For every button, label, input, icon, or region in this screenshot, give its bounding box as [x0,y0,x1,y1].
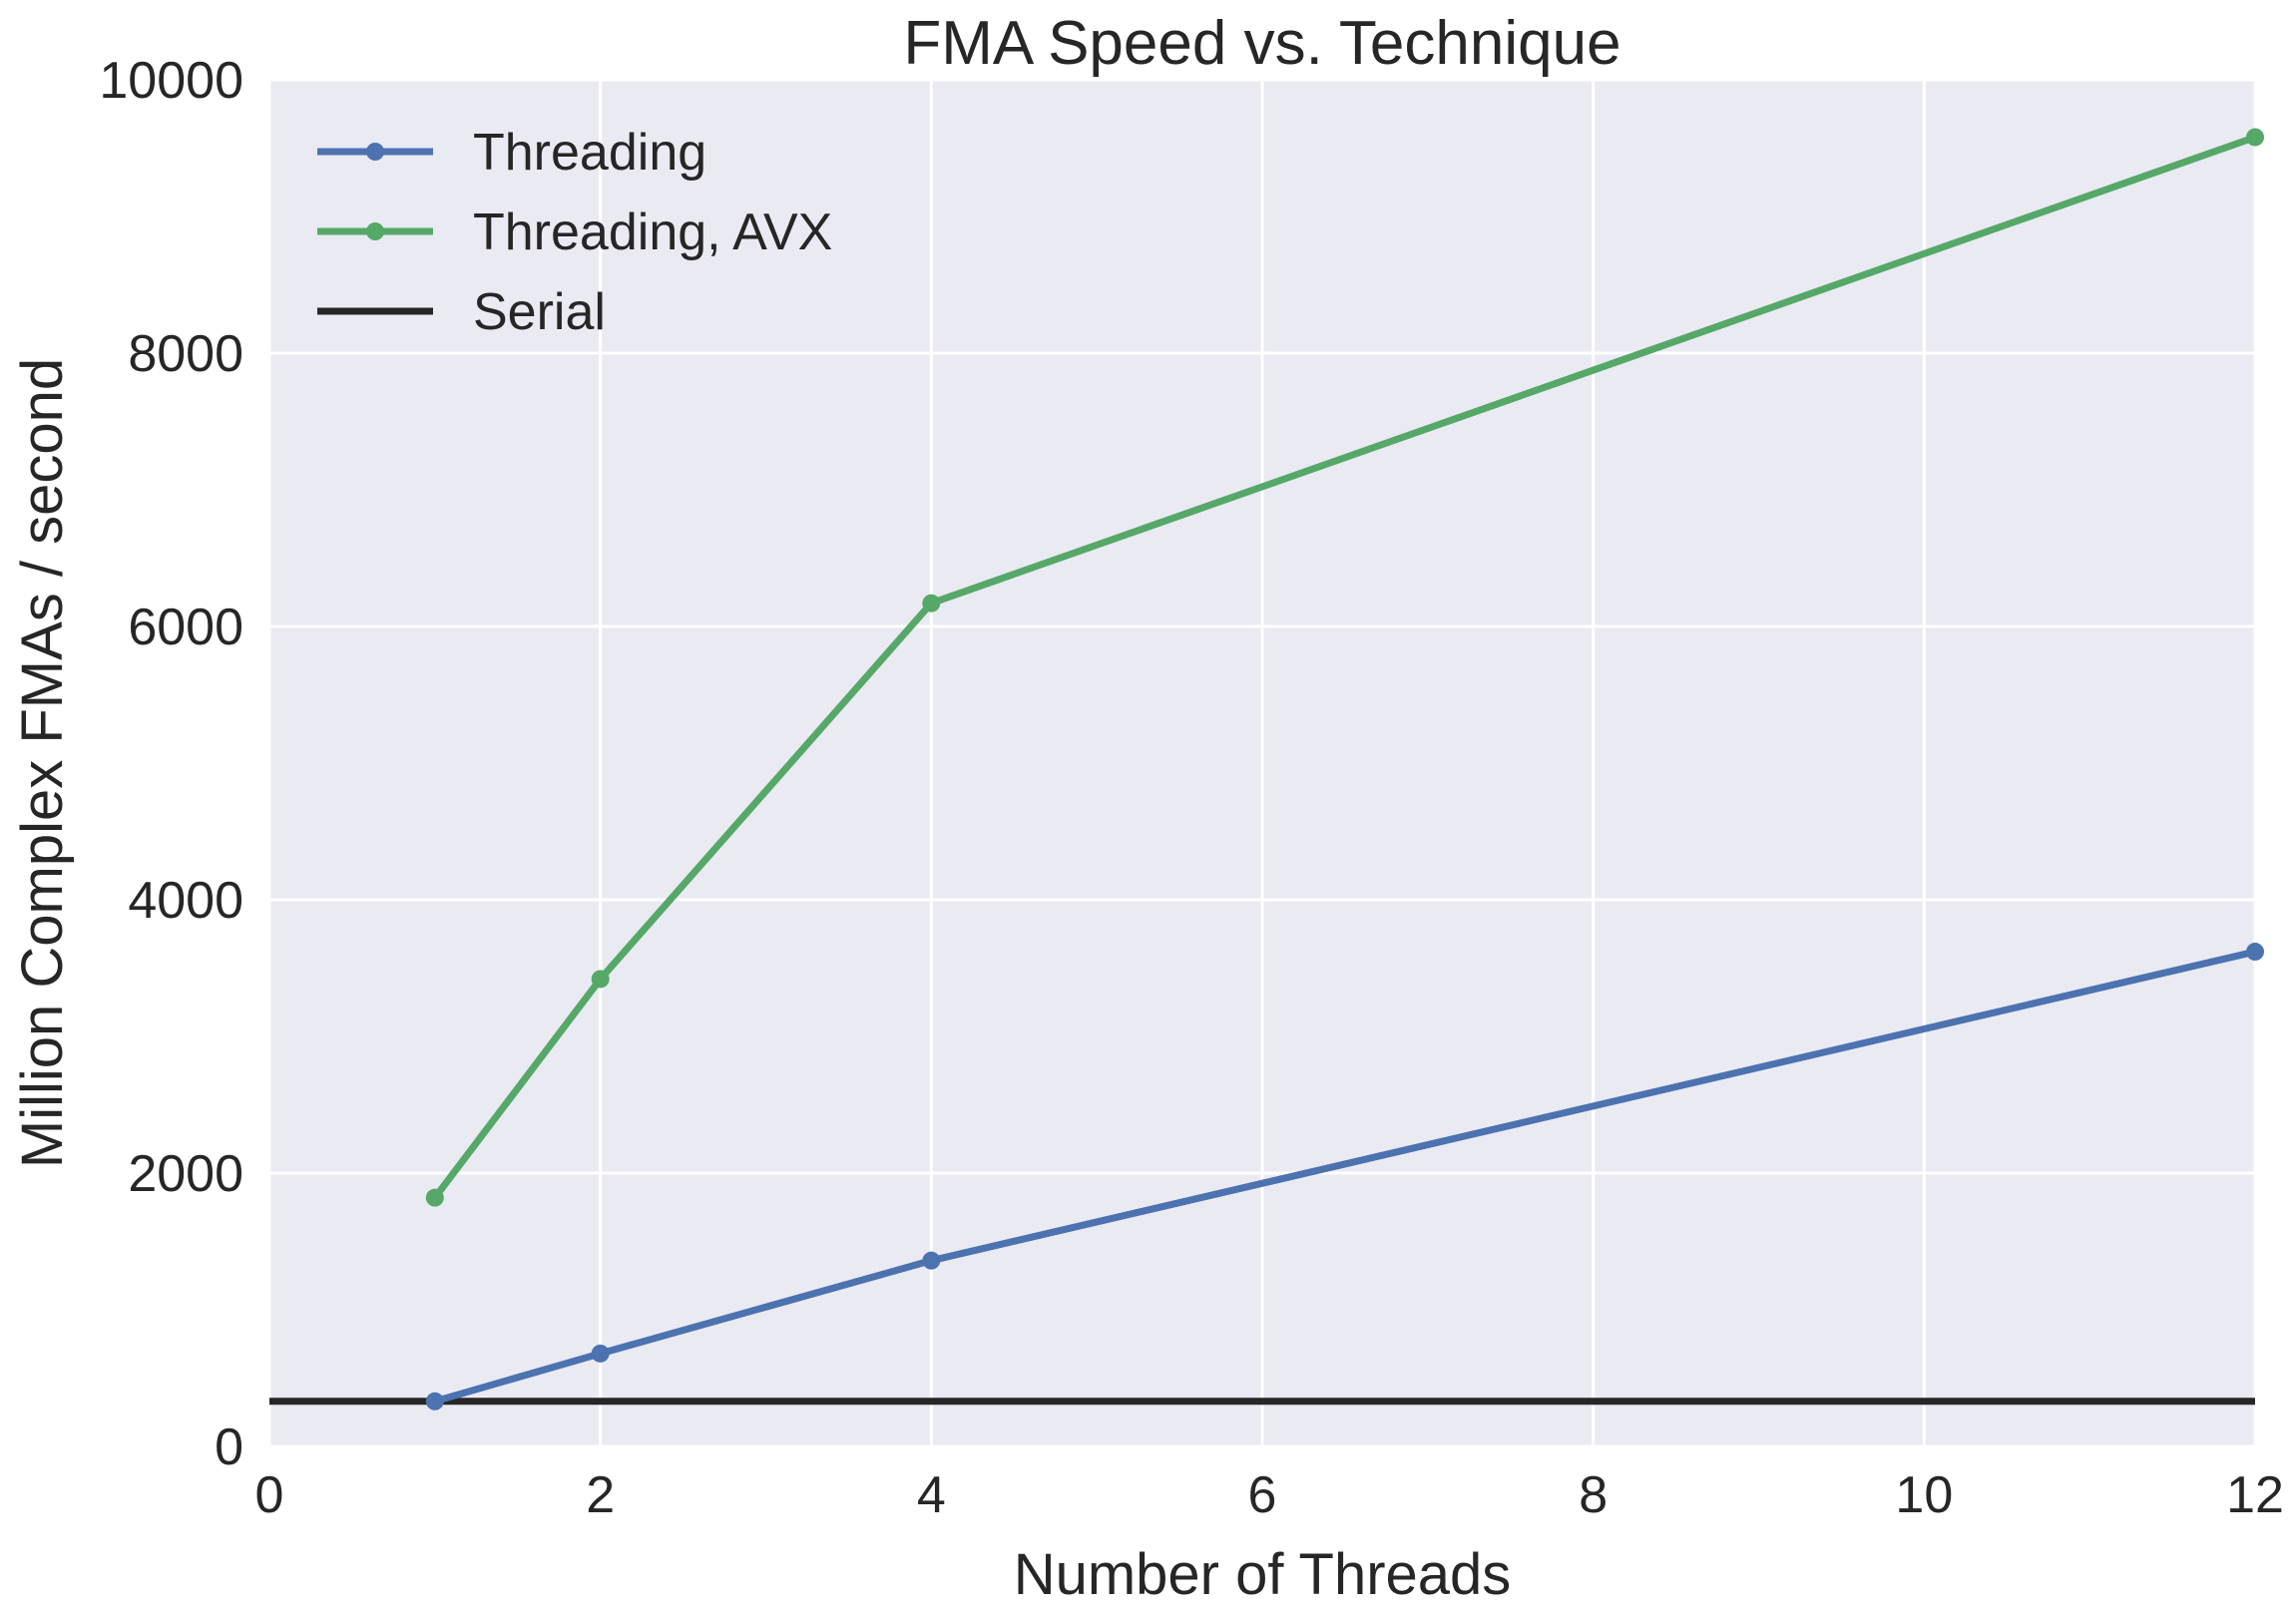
data-point-threading-avx [591,970,610,989]
x-tick-label: 6 [1248,1466,1277,1524]
legend: Threading Threading, AVX Serial [317,124,832,341]
x-tick-label: 2 [586,1466,615,1524]
series-threading [425,943,2264,1411]
data-point-threading [591,1344,610,1363]
legend-marker [366,143,384,161]
y-tick-label: 0 [215,1418,243,1476]
series-group [269,128,2264,1411]
series-line-threading [433,948,2256,1406]
x-tick-label: 10 [1895,1466,1953,1524]
y-tick-label: 8000 [128,325,243,383]
legend-entry-threading-avx: Threading, AVX [317,203,832,261]
data-point-threading-avx [922,594,941,612]
tick-labels: 0 2000 4000 6000 8000 10000 0 2 4 6 8 10 12 [99,52,2284,1524]
series-threading-avx [425,128,2264,1207]
y-tick-label: 4000 [128,872,243,930]
x-tick-label: 12 [2226,1466,2284,1524]
legend-entry-threading: Threading [317,124,706,182]
data-point-threading [922,1251,941,1270]
legend-entry-serial: Serial [317,283,606,341]
chart-title: FMA Speed vs. Technique [903,9,1620,78]
x-tick-label: 0 [255,1466,284,1524]
data-point-threading-avx [2246,128,2264,147]
y-tick-label: 6000 [128,599,243,656]
y-tick-label: 2000 [128,1145,243,1203]
x-tick-label: 8 [1579,1466,1607,1524]
legend-label: Threading, AVX [473,203,832,261]
data-point-threading [425,1392,444,1411]
legend-label: Threading [473,124,706,182]
grid [267,78,2257,1448]
legend-label: Serial [473,283,606,341]
x-axis-label: Number of Threads [1014,1542,1512,1607]
data-point-threading [2246,943,2264,962]
y-tick-label: 10000 [99,52,243,110]
data-point-threading-avx [425,1188,444,1207]
x-tick-label: 4 [917,1466,946,1524]
series-line-threading-avx [432,134,2257,1200]
legend-marker [366,222,384,240]
y-axis-label: Million Complex FMAs / second [10,358,75,1168]
